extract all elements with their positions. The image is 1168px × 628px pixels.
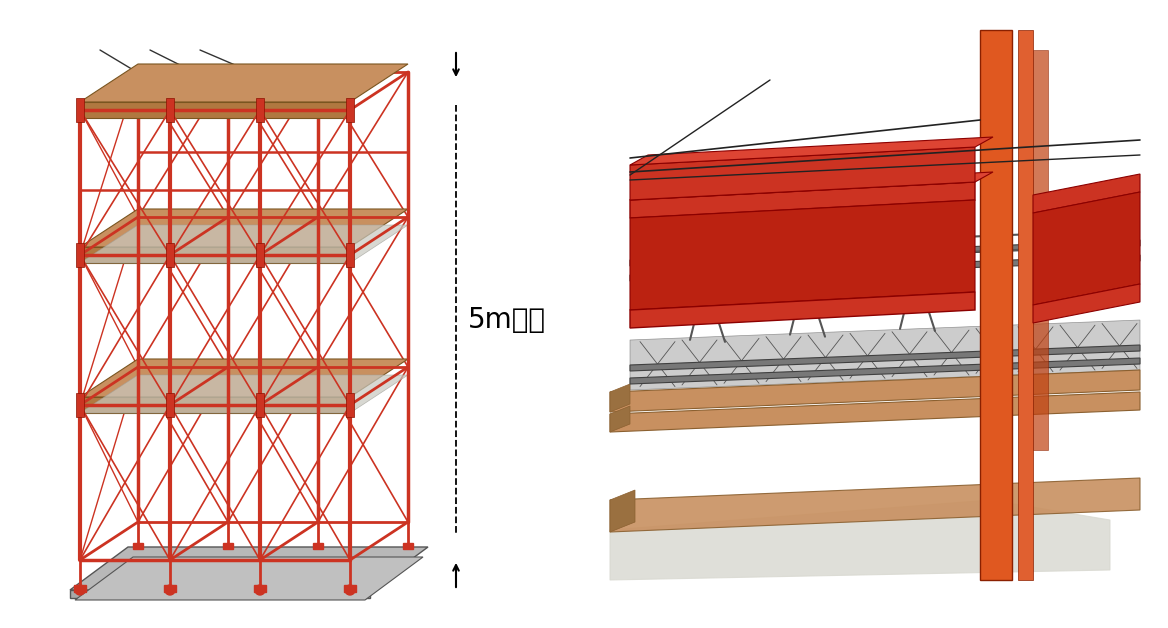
Polygon shape bbox=[79, 209, 408, 247]
Polygon shape bbox=[79, 225, 408, 263]
Polygon shape bbox=[346, 393, 354, 417]
Polygon shape bbox=[630, 172, 993, 200]
Circle shape bbox=[255, 585, 265, 595]
Polygon shape bbox=[313, 543, 324, 549]
Polygon shape bbox=[630, 240, 1140, 266]
Polygon shape bbox=[610, 500, 1110, 580]
Polygon shape bbox=[610, 384, 630, 412]
Polygon shape bbox=[79, 102, 350, 118]
Polygon shape bbox=[75, 557, 423, 600]
Polygon shape bbox=[630, 200, 975, 310]
Polygon shape bbox=[610, 392, 1140, 432]
Polygon shape bbox=[70, 590, 370, 598]
Polygon shape bbox=[79, 247, 350, 263]
Circle shape bbox=[165, 585, 175, 595]
Polygon shape bbox=[256, 243, 264, 267]
Polygon shape bbox=[630, 320, 1140, 390]
Polygon shape bbox=[630, 182, 975, 218]
Polygon shape bbox=[79, 397, 350, 413]
Circle shape bbox=[345, 585, 355, 595]
Polygon shape bbox=[980, 30, 1011, 580]
Polygon shape bbox=[133, 543, 142, 549]
Polygon shape bbox=[223, 543, 232, 549]
Polygon shape bbox=[630, 147, 975, 200]
Polygon shape bbox=[630, 137, 993, 165]
Polygon shape bbox=[74, 585, 86, 592]
Polygon shape bbox=[1033, 174, 1140, 213]
Polygon shape bbox=[1033, 192, 1140, 305]
Polygon shape bbox=[610, 406, 630, 432]
Polygon shape bbox=[346, 98, 354, 122]
Polygon shape bbox=[256, 98, 264, 122]
Polygon shape bbox=[166, 98, 174, 122]
Polygon shape bbox=[166, 393, 174, 417]
Circle shape bbox=[75, 585, 85, 595]
Polygon shape bbox=[610, 370, 1140, 412]
Polygon shape bbox=[253, 585, 266, 592]
Polygon shape bbox=[164, 585, 176, 592]
Polygon shape bbox=[345, 585, 356, 592]
Polygon shape bbox=[630, 292, 975, 328]
Polygon shape bbox=[346, 243, 354, 267]
Polygon shape bbox=[76, 243, 84, 267]
Text: 5m以上: 5m以上 bbox=[468, 306, 545, 334]
Polygon shape bbox=[256, 393, 264, 417]
Polygon shape bbox=[70, 547, 427, 590]
Polygon shape bbox=[610, 490, 635, 532]
Polygon shape bbox=[630, 255, 1140, 281]
Polygon shape bbox=[1018, 30, 1033, 580]
Polygon shape bbox=[76, 98, 84, 122]
Polygon shape bbox=[166, 243, 174, 267]
Polygon shape bbox=[630, 345, 1140, 371]
Polygon shape bbox=[403, 543, 413, 549]
Polygon shape bbox=[1033, 284, 1140, 323]
Polygon shape bbox=[79, 359, 408, 397]
Polygon shape bbox=[79, 375, 408, 413]
Polygon shape bbox=[79, 64, 408, 102]
Polygon shape bbox=[76, 393, 84, 417]
Polygon shape bbox=[1033, 50, 1048, 450]
Polygon shape bbox=[610, 478, 1140, 532]
Polygon shape bbox=[630, 358, 1140, 384]
